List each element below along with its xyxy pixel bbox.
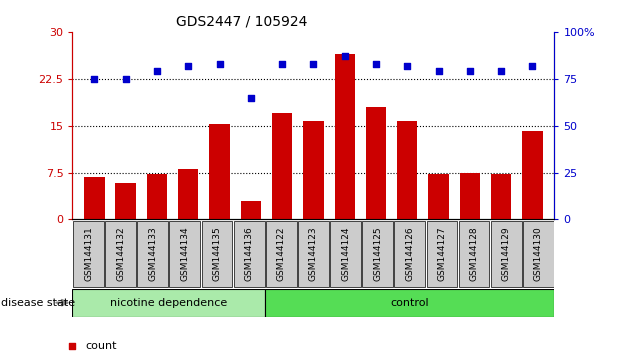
Text: GSM144131: GSM144131 (84, 227, 93, 281)
Text: nicotine dependence: nicotine dependence (110, 298, 227, 308)
Text: GSM144126: GSM144126 (405, 227, 415, 281)
Bar (522, 131, 542, 219)
FancyBboxPatch shape (234, 221, 265, 287)
FancyBboxPatch shape (427, 221, 457, 287)
Text: GSM144124: GSM144124 (341, 227, 350, 281)
Bar (209, 124, 230, 219)
Bar (397, 121, 418, 219)
Point (120, 76, 130, 81)
FancyBboxPatch shape (169, 221, 200, 287)
Text: GSM144129: GSM144129 (501, 227, 511, 281)
FancyBboxPatch shape (330, 221, 361, 287)
FancyBboxPatch shape (298, 221, 329, 287)
Point (371, 61, 381, 67)
Bar (84, 177, 105, 219)
FancyBboxPatch shape (105, 221, 136, 287)
FancyBboxPatch shape (459, 221, 490, 287)
Text: GDS2447 / 105924: GDS2447 / 105924 (176, 14, 308, 28)
Point (465, 68, 475, 74)
Point (183, 63, 193, 68)
Bar (147, 175, 167, 219)
Bar (272, 113, 292, 219)
Bar (335, 54, 355, 219)
Bar (241, 201, 261, 219)
Text: disease state: disease state (1, 298, 76, 308)
Point (340, 53, 350, 59)
Text: GSM144127: GSM144127 (437, 227, 447, 281)
Text: GSM144135: GSM144135 (212, 227, 222, 281)
FancyBboxPatch shape (362, 221, 393, 287)
Point (89, 76, 100, 81)
Bar (428, 174, 449, 219)
FancyBboxPatch shape (265, 289, 554, 317)
Point (433, 68, 444, 74)
FancyBboxPatch shape (72, 289, 265, 317)
Bar (491, 175, 512, 219)
Text: GSM144133: GSM144133 (148, 227, 158, 281)
Point (225, 38, 235, 43)
Text: count: count (85, 341, 117, 351)
FancyBboxPatch shape (394, 221, 425, 287)
FancyBboxPatch shape (266, 221, 297, 287)
Point (214, 61, 224, 67)
Point (277, 61, 287, 67)
Point (403, 63, 413, 68)
Text: GSM144128: GSM144128 (469, 227, 479, 281)
Bar (115, 183, 136, 219)
Text: GSM144136: GSM144136 (244, 227, 254, 281)
Bar (366, 107, 386, 219)
Point (496, 68, 507, 74)
FancyBboxPatch shape (202, 221, 232, 287)
Text: GSM144125: GSM144125 (373, 227, 382, 281)
Bar (460, 172, 480, 219)
FancyBboxPatch shape (73, 221, 104, 287)
Text: control: control (391, 298, 429, 308)
FancyBboxPatch shape (523, 221, 554, 287)
Text: GSM144122: GSM144122 (277, 227, 286, 281)
Text: GSM144123: GSM144123 (309, 227, 318, 281)
FancyBboxPatch shape (137, 221, 168, 287)
Point (246, 95, 256, 101)
Point (152, 68, 162, 74)
Point (225, 255, 235, 260)
Bar (303, 121, 324, 219)
Text: GSM144132: GSM144132 (116, 227, 125, 281)
Point (527, 63, 537, 68)
Text: GSM144134: GSM144134 (180, 227, 190, 281)
Text: GSM144130: GSM144130 (534, 227, 543, 281)
Point (309, 61, 318, 67)
Bar (178, 170, 198, 219)
FancyBboxPatch shape (491, 221, 522, 287)
